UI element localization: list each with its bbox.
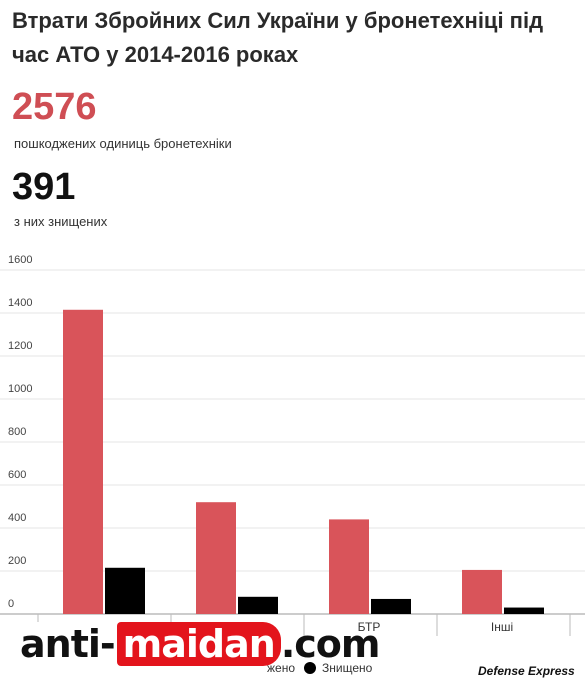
bar <box>371 598 411 614</box>
watermark-part1: anti- <box>18 622 117 666</box>
damaged-count: 2576 <box>12 86 97 128</box>
x-tick-label: Інші <box>491 620 513 634</box>
legend-marker <box>304 662 316 674</box>
y-tick-label: 1600 <box>8 254 32 266</box>
brand-label: Defense Express <box>478 664 575 678</box>
bar <box>462 569 502 614</box>
bar <box>238 596 278 614</box>
damaged-label: пошкоджених одиниць бронетехніки <box>14 136 232 151</box>
bar <box>504 607 544 614</box>
destroyed-count: 391 <box>12 166 76 208</box>
y-tick-label: 600 <box>8 469 26 481</box>
destroyed-label: з них знищених <box>14 214 108 229</box>
y-tick-label: 400 <box>8 512 26 524</box>
y-tick-label: 1400 <box>8 297 32 309</box>
legend-label: Знищено <box>322 661 373 675</box>
watermark-logo: anti-maidan .com <box>18 614 381 674</box>
y-tick-label: 0 <box>8 598 14 610</box>
y-tick-label: 1000 <box>8 383 32 395</box>
bar <box>329 519 369 614</box>
y-tick-label: 200 <box>8 555 26 567</box>
chart-title: Втрати Збройних Сил України у бронетехні… <box>12 8 544 67</box>
bar <box>196 502 236 614</box>
watermark-part3: .com <box>280 622 381 666</box>
y-tick-label: 800 <box>8 426 26 438</box>
y-tick-label: 1200 <box>8 340 32 352</box>
bar <box>63 309 103 614</box>
watermark-part2: maidan <box>116 622 281 666</box>
bar <box>105 567 145 614</box>
x-tick-label: БТР <box>358 620 381 634</box>
